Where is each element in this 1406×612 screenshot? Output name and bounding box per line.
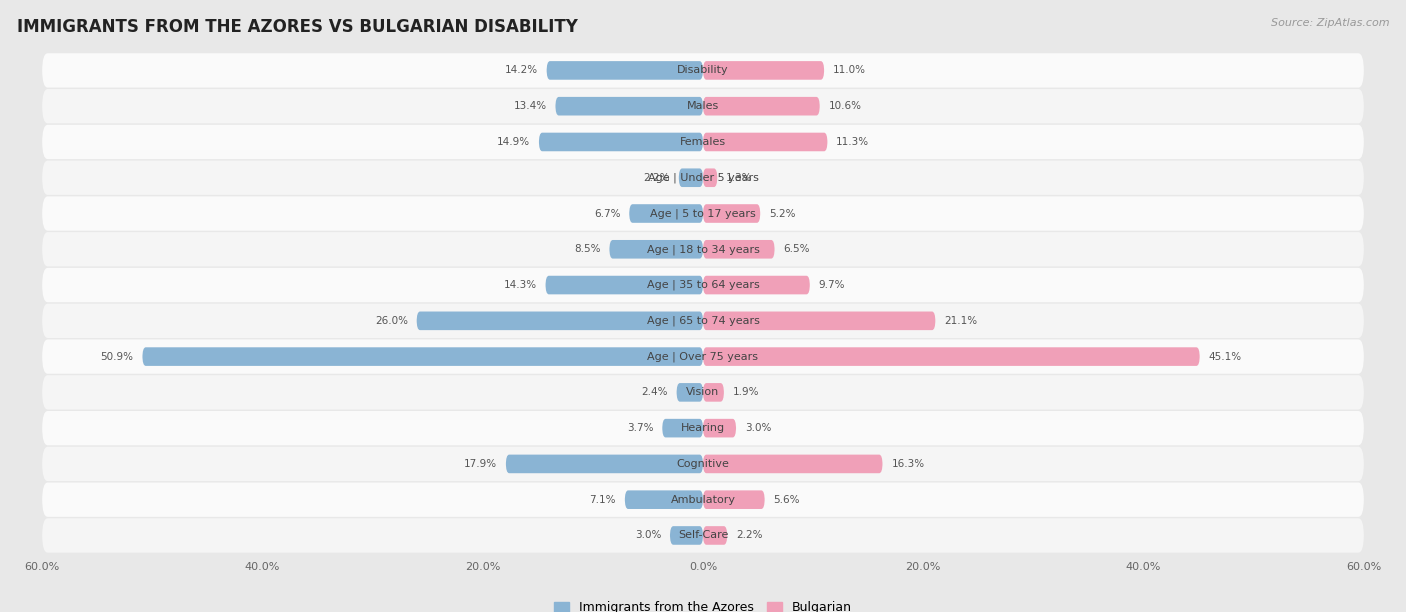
Text: 7.1%: 7.1% [589,494,616,505]
FancyBboxPatch shape [624,490,703,509]
FancyBboxPatch shape [42,160,1364,195]
FancyBboxPatch shape [703,490,765,509]
FancyBboxPatch shape [42,447,1364,481]
Text: 13.4%: 13.4% [513,101,547,111]
FancyBboxPatch shape [669,526,703,545]
Text: Age | 5 to 17 years: Age | 5 to 17 years [650,208,756,218]
Text: Age | Under 5 years: Age | Under 5 years [648,173,758,183]
Text: 17.9%: 17.9% [464,459,498,469]
Text: Self-Care: Self-Care [678,531,728,540]
FancyBboxPatch shape [547,61,703,80]
FancyBboxPatch shape [703,97,820,116]
FancyBboxPatch shape [42,482,1364,517]
FancyBboxPatch shape [662,419,703,438]
FancyBboxPatch shape [703,204,761,223]
FancyBboxPatch shape [546,276,703,294]
FancyBboxPatch shape [703,312,935,330]
Text: 6.7%: 6.7% [593,209,620,218]
FancyBboxPatch shape [42,411,1364,446]
FancyBboxPatch shape [703,455,883,473]
Text: 2.2%: 2.2% [737,531,762,540]
Text: 2.2%: 2.2% [644,173,669,183]
Text: 45.1%: 45.1% [1209,352,1241,362]
FancyBboxPatch shape [42,340,1364,374]
Text: 8.5%: 8.5% [574,244,600,254]
Text: 3.0%: 3.0% [745,423,772,433]
FancyBboxPatch shape [42,268,1364,302]
FancyBboxPatch shape [703,419,737,438]
Text: 16.3%: 16.3% [891,459,925,469]
FancyBboxPatch shape [703,168,717,187]
Text: Age | 35 to 64 years: Age | 35 to 64 years [647,280,759,290]
FancyBboxPatch shape [703,276,810,294]
Text: 14.9%: 14.9% [496,137,530,147]
Text: Source: ZipAtlas.com: Source: ZipAtlas.com [1271,18,1389,28]
Text: 5.6%: 5.6% [773,494,800,505]
FancyBboxPatch shape [703,133,828,151]
FancyBboxPatch shape [538,133,703,151]
Text: IMMIGRANTS FROM THE AZORES VS BULGARIAN DISABILITY: IMMIGRANTS FROM THE AZORES VS BULGARIAN … [17,18,578,36]
Text: Age | 18 to 34 years: Age | 18 to 34 years [647,244,759,255]
FancyBboxPatch shape [142,347,703,366]
Text: Cognitive: Cognitive [676,459,730,469]
FancyBboxPatch shape [555,97,703,116]
FancyBboxPatch shape [42,518,1364,553]
FancyBboxPatch shape [42,125,1364,159]
Text: 14.2%: 14.2% [505,65,537,75]
Text: 6.5%: 6.5% [783,244,810,254]
Text: 1.9%: 1.9% [733,387,759,397]
Text: 11.0%: 11.0% [832,65,866,75]
FancyBboxPatch shape [42,89,1364,124]
Text: 11.3%: 11.3% [837,137,869,147]
Text: 21.1%: 21.1% [945,316,977,326]
FancyBboxPatch shape [630,204,703,223]
FancyBboxPatch shape [703,383,724,401]
FancyBboxPatch shape [703,526,727,545]
Text: 26.0%: 26.0% [375,316,408,326]
FancyBboxPatch shape [679,168,703,187]
FancyBboxPatch shape [506,455,703,473]
FancyBboxPatch shape [416,312,703,330]
FancyBboxPatch shape [42,232,1364,266]
FancyBboxPatch shape [42,375,1364,409]
Text: Age | 65 to 74 years: Age | 65 to 74 years [647,316,759,326]
FancyBboxPatch shape [703,240,775,259]
Text: 1.3%: 1.3% [725,173,752,183]
Text: 5.2%: 5.2% [769,209,796,218]
Text: 50.9%: 50.9% [101,352,134,362]
FancyBboxPatch shape [676,383,703,401]
Text: Females: Females [681,137,725,147]
FancyBboxPatch shape [703,61,824,80]
Text: Disability: Disability [678,65,728,75]
Text: 9.7%: 9.7% [818,280,845,290]
Text: 10.6%: 10.6% [828,101,862,111]
Legend: Immigrants from the Azores, Bulgarian: Immigrants from the Azores, Bulgarian [550,596,856,612]
Text: Ambulatory: Ambulatory [671,494,735,505]
Text: 2.4%: 2.4% [641,387,668,397]
Text: 3.0%: 3.0% [634,531,661,540]
FancyBboxPatch shape [703,347,1199,366]
FancyBboxPatch shape [42,304,1364,338]
Text: Hearing: Hearing [681,423,725,433]
Text: Vision: Vision [686,387,720,397]
FancyBboxPatch shape [42,196,1364,231]
Text: 3.7%: 3.7% [627,423,654,433]
Text: 14.3%: 14.3% [503,280,537,290]
FancyBboxPatch shape [42,53,1364,88]
Text: Males: Males [688,101,718,111]
FancyBboxPatch shape [609,240,703,259]
Text: Age | Over 75 years: Age | Over 75 years [648,351,758,362]
